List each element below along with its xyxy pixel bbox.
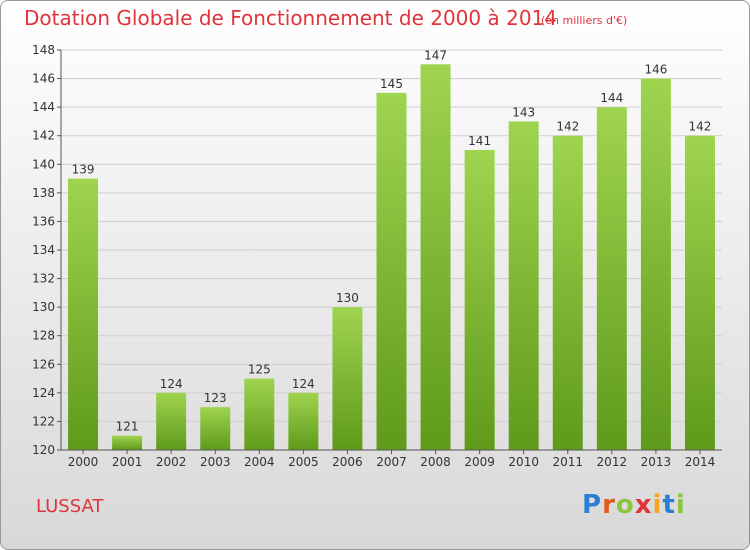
y-tick-label: 138 — [32, 186, 55, 200]
data-label: 121 — [116, 420, 139, 434]
bar — [112, 435, 143, 450]
x-tick-label: 2007 — [376, 455, 407, 469]
data-label: 142 — [556, 120, 579, 134]
x-tick-label: 2014 — [685, 455, 716, 469]
data-label: 141 — [468, 134, 491, 148]
data-label: 144 — [600, 91, 623, 105]
bar — [244, 378, 275, 450]
bar — [376, 92, 407, 450]
x-tick-label: 2004 — [244, 455, 275, 469]
y-tick-label: 136 — [32, 214, 55, 228]
data-label: 124 — [160, 377, 183, 391]
x-tick-label: 2000 — [68, 455, 99, 469]
logo-letter: x — [634, 490, 653, 520]
x-tick-label: 2011 — [552, 455, 583, 469]
x-tick-label: 2013 — [641, 455, 672, 469]
y-tick-label: 120 — [32, 443, 55, 457]
x-tick-label: 2012 — [597, 455, 628, 469]
y-tick-label: 144 — [32, 100, 55, 114]
data-label: 145 — [380, 77, 403, 91]
y-tick-label: 128 — [32, 329, 55, 343]
bar — [68, 178, 99, 451]
bar — [552, 135, 583, 450]
y-tick-label: 124 — [32, 386, 55, 400]
y-tick-label: 142 — [32, 129, 55, 143]
bar — [508, 121, 539, 450]
logo-letter: o — [615, 490, 635, 520]
data-label: 124 — [292, 377, 315, 391]
y-tick-label: 146 — [32, 72, 55, 86]
data-label: 139 — [72, 163, 95, 177]
chart-title: Dotation Globale de Fonctionnement de 20… — [24, 6, 557, 30]
logo-letter: i — [675, 490, 686, 520]
data-label: 146 — [644, 63, 667, 77]
logo-letter: i — [652, 490, 663, 520]
x-tick-label: 2002 — [156, 455, 187, 469]
logo-letter: P — [582, 490, 603, 520]
bar — [200, 407, 231, 450]
y-tick-label: 148 — [32, 43, 55, 57]
x-tick-label: 2005 — [288, 455, 319, 469]
x-tick-label: 2001 — [112, 455, 143, 469]
y-tick-label: 134 — [32, 243, 55, 257]
data-label: 125 — [248, 363, 271, 377]
bar — [420, 64, 451, 451]
data-label: 143 — [512, 105, 535, 119]
logo-letter: t — [662, 490, 676, 520]
data-label: 130 — [336, 291, 359, 305]
chart-unit: (en milliers d'€) — [541, 14, 628, 27]
y-tick-label: 122 — [32, 414, 55, 428]
x-tick-label: 2003 — [200, 455, 231, 469]
bar — [684, 135, 715, 450]
x-tick-label: 2009 — [464, 455, 495, 469]
y-tick-label: 140 — [32, 157, 55, 171]
bar — [288, 392, 319, 450]
proxiti-logo: Proxiti — [582, 490, 686, 520]
y-tick-label: 130 — [32, 300, 55, 314]
bar — [332, 307, 363, 450]
y-tick-label: 126 — [32, 357, 55, 371]
y-tick-label: 132 — [32, 272, 55, 286]
x-tick-label: 2006 — [332, 455, 363, 469]
data-label: 142 — [689, 120, 712, 134]
data-label: 123 — [204, 391, 227, 405]
bar — [640, 78, 671, 451]
bar — [596, 107, 627, 451]
logo-letter: r — [602, 490, 616, 520]
commune-name: LUSSAT — [36, 496, 104, 517]
data-label: 147 — [424, 48, 447, 62]
bar — [464, 150, 495, 450]
x-tick-label: 2008 — [420, 455, 451, 469]
x-tick-label: 2010 — [508, 455, 539, 469]
bar — [156, 392, 187, 450]
